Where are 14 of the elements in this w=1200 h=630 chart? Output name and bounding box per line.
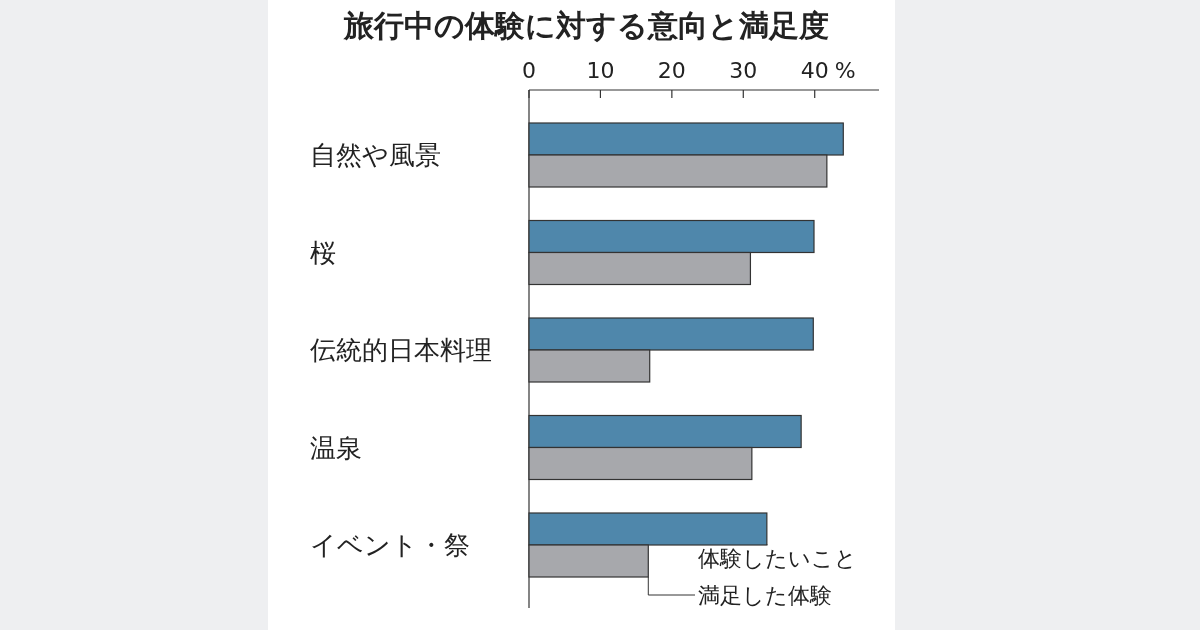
y-tick-label: イベント・祭 [310, 530, 470, 560]
y-tick-label: 桜 [310, 237, 336, 268]
y-tick-label: 温泉 [310, 432, 362, 463]
x-tick-label: 0 [522, 58, 536, 83]
legend-label: 満足した体験 [698, 583, 832, 608]
y-tick-label: 自然や風景 [310, 140, 441, 170]
x-tick-label: 40 [800, 58, 829, 83]
series-label: 体験したいこと [698, 546, 857, 571]
chart-title: 旅行中の体験に対する意向と満足度 [342, 8, 829, 43]
x-tick-label: 30 [729, 58, 758, 83]
x-tick-label: 10 [586, 58, 615, 83]
x-tick-label: 20 [657, 58, 686, 83]
y-tick-label: 伝統的日本料理 [310, 335, 492, 365]
x-axis-title: % [834, 58, 856, 83]
